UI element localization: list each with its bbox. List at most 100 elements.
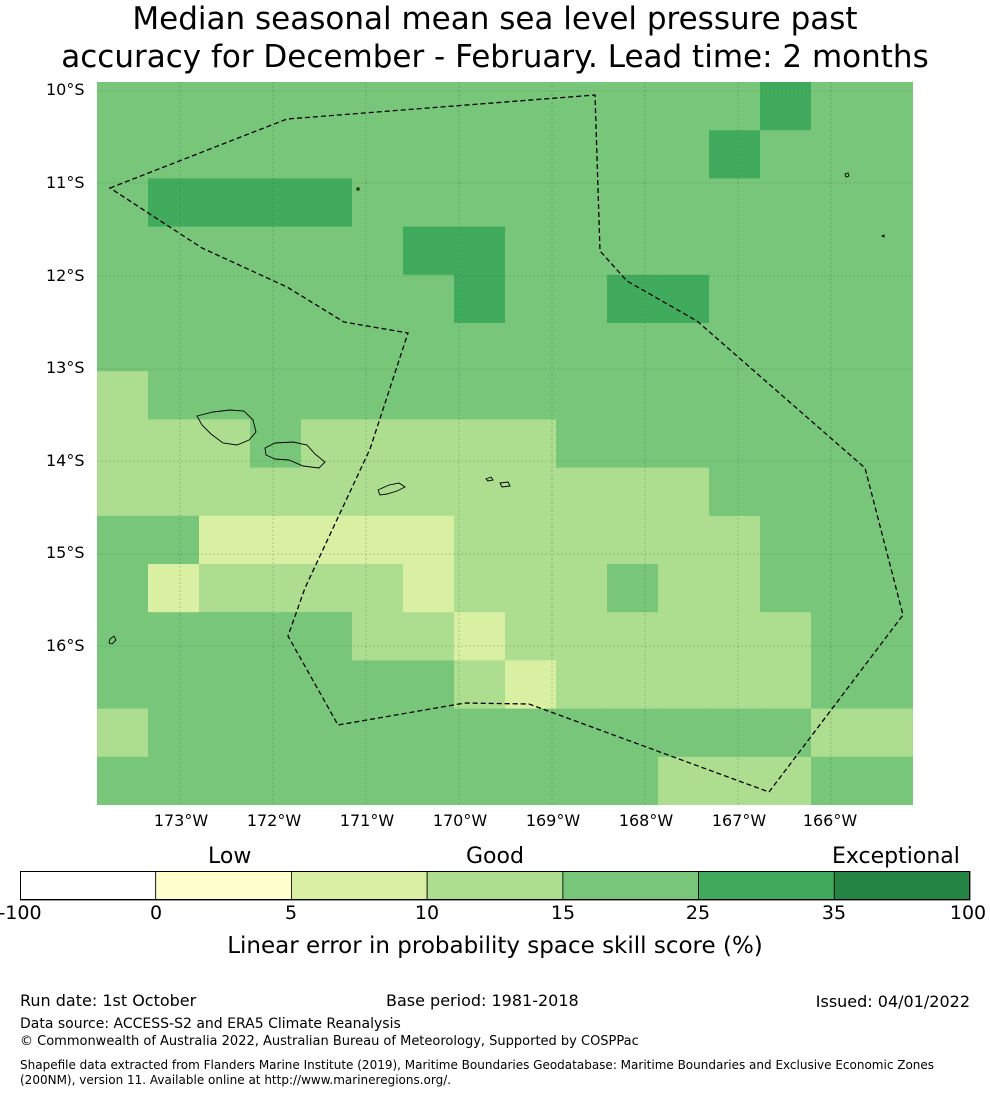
grid-cell [148, 226, 200, 276]
grid-cell [199, 82, 251, 131]
grid-cell [811, 130, 863, 179]
grid-cell [760, 274, 812, 324]
grid-cell [250, 274, 302, 324]
grid-cell [862, 226, 913, 276]
grid-cell [352, 660, 404, 710]
grid-cell [505, 178, 557, 228]
grid-cell [556, 515, 608, 565]
lat-label-15s: 15°S [46, 543, 85, 562]
grid-cell [505, 515, 557, 565]
grid-cell [250, 708, 302, 758]
island-swains [844, 172, 850, 178]
grid-cell [250, 612, 302, 661]
grid-cell [352, 274, 404, 324]
grid-cell [709, 178, 761, 228]
grid-cell [658, 371, 710, 420]
grid-cell [301, 419, 353, 469]
chart-title: Median seasonal mean sea level pressure … [0, 0, 990, 76]
grid-cell [148, 371, 200, 420]
grid-cell [301, 564, 353, 613]
grid-cell [505, 226, 557, 276]
grid-cell [709, 612, 761, 661]
grid-cell [97, 612, 149, 661]
grid-cell [811, 564, 863, 613]
grid-cell [199, 612, 251, 661]
lon-label-173w: 173°W [153, 811, 209, 830]
grid-cell [199, 371, 251, 420]
grid-cell [556, 612, 608, 661]
grid-cell [454, 274, 506, 324]
grid-cell [607, 226, 659, 276]
grid-cell [301, 467, 353, 517]
grid-cell [505, 371, 557, 420]
base-period: Base period: 1981-2018 [386, 991, 579, 1010]
grid-cell [454, 612, 506, 661]
colorbar-label: Linear error in probability space skill … [227, 933, 763, 959]
grid-cell [862, 708, 913, 758]
grid-cell [454, 371, 506, 420]
grid-cell [403, 756, 455, 805]
grid-cell [811, 82, 863, 131]
issued-date: Issued: 04/01/2022 [815, 992, 970, 1011]
lon-label-171w: 171°W [339, 811, 395, 830]
grid-cell [454, 467, 506, 517]
grid-cell [352, 130, 404, 179]
lat-label-10s: 10°S [46, 80, 85, 99]
colorbar-segment [833, 871, 971, 901]
grid-cell [301, 371, 353, 420]
grid-cell [658, 515, 710, 565]
grid-cell [760, 564, 812, 613]
grid-cell [709, 274, 761, 324]
grid-cell [352, 756, 404, 805]
grid-cell [454, 708, 506, 758]
grid-cell [352, 178, 404, 228]
island-savaii [196, 409, 257, 446]
grid-cell [403, 660, 455, 710]
grid-cell [403, 708, 455, 758]
lat-label-13s: 13°S [46, 358, 85, 377]
grid-cell [97, 323, 149, 372]
grid-cell [505, 419, 557, 469]
grid-cell [862, 612, 913, 661]
grid-cell [199, 274, 251, 324]
grid-cell [301, 660, 353, 710]
grid-cell [97, 708, 149, 758]
grid-cell [148, 756, 200, 805]
grid-cell [658, 708, 710, 758]
skill-grid-cells [97, 82, 913, 805]
lon-label-170w: 170°W [432, 811, 488, 830]
grid-cell [403, 371, 455, 420]
lat-label-12s: 12°S [46, 266, 85, 285]
grid-cell [250, 323, 302, 372]
grid-cell [505, 612, 557, 661]
eez-boundary [108, 94, 904, 793]
lon-label-169w: 169°W [525, 811, 581, 830]
grid-cell [403, 323, 455, 372]
colorbar-segment [698, 871, 835, 901]
grid-cell [199, 226, 251, 276]
grid-cell [250, 178, 302, 228]
island-ofu [485, 476, 494, 482]
grid-cell [199, 564, 251, 613]
grid-cell [556, 226, 608, 276]
category-good: Good [466, 844, 524, 869]
grid-cell [352, 515, 404, 565]
grid-cell [862, 419, 913, 469]
grid-cell [301, 178, 353, 228]
grid-cell [709, 371, 761, 420]
grid-cell [607, 82, 659, 131]
grid-cell [199, 660, 251, 710]
grid-cell [454, 178, 506, 228]
grid-cell [811, 515, 863, 565]
grid-cell [709, 708, 761, 758]
grid-cell [760, 612, 812, 661]
grid-cell [760, 82, 812, 131]
colorbar-segment [155, 871, 292, 901]
grid-cell [607, 323, 659, 372]
run-date: Run date: 1st October [20, 991, 197, 1010]
grid-cell [97, 467, 149, 517]
grid-cell [811, 612, 863, 661]
grid-cell [556, 756, 608, 805]
grid-cell [556, 467, 608, 517]
colorbar-tick-minus100: -100 [0, 902, 42, 924]
